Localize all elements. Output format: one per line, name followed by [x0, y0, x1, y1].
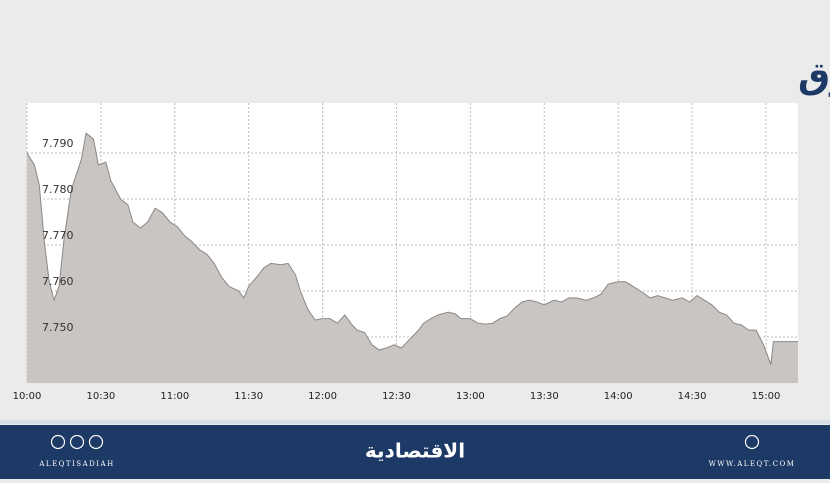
footer-strip [0, 420, 830, 424]
chart-title: مؤشر السوق [798, 56, 830, 97]
footer-right-text: WWW.ALEQT.COM [709, 460, 796, 468]
area [27, 133, 798, 383]
footer [0, 425, 830, 479]
footer-left-text: ALEQTISADIAH [38, 460, 114, 468]
footer-logo: الاقتصادية [365, 439, 465, 463]
x-tick-label: 14:00 [604, 391, 633, 402]
y-tick-label: 7.760 [42, 275, 74, 288]
x-tick-label: 11:30 [234, 391, 263, 402]
social-icons [50, 434, 760, 450]
icon-instagram [50, 434, 66, 450]
x-tick-label: 12:00 [308, 391, 337, 402]
x-tick-label: 12:30 [382, 391, 411, 402]
x-tick-label: 15:00 [752, 391, 781, 402]
y-tick-label: 7.790 [42, 137, 74, 150]
icon-facebook [69, 434, 85, 450]
y-tick-label: 7.750 [42, 321, 74, 334]
x-tick-label: 11:00 [160, 391, 189, 402]
y-tick-label: 7.780 [42, 183, 74, 196]
x-tick-label: 13:30 [530, 391, 559, 402]
area-line [26, 132, 798, 365]
x-tick-label: 13:00 [456, 391, 485, 402]
icon-twitter [88, 434, 104, 450]
x-tick-label: 10:30 [86, 391, 115, 402]
x-tick-label: 14:30 [678, 391, 707, 402]
icon-web [744, 434, 760, 450]
x-tick-label: 10:00 [13, 391, 42, 402]
y-tick-label: 7.770 [42, 229, 74, 242]
